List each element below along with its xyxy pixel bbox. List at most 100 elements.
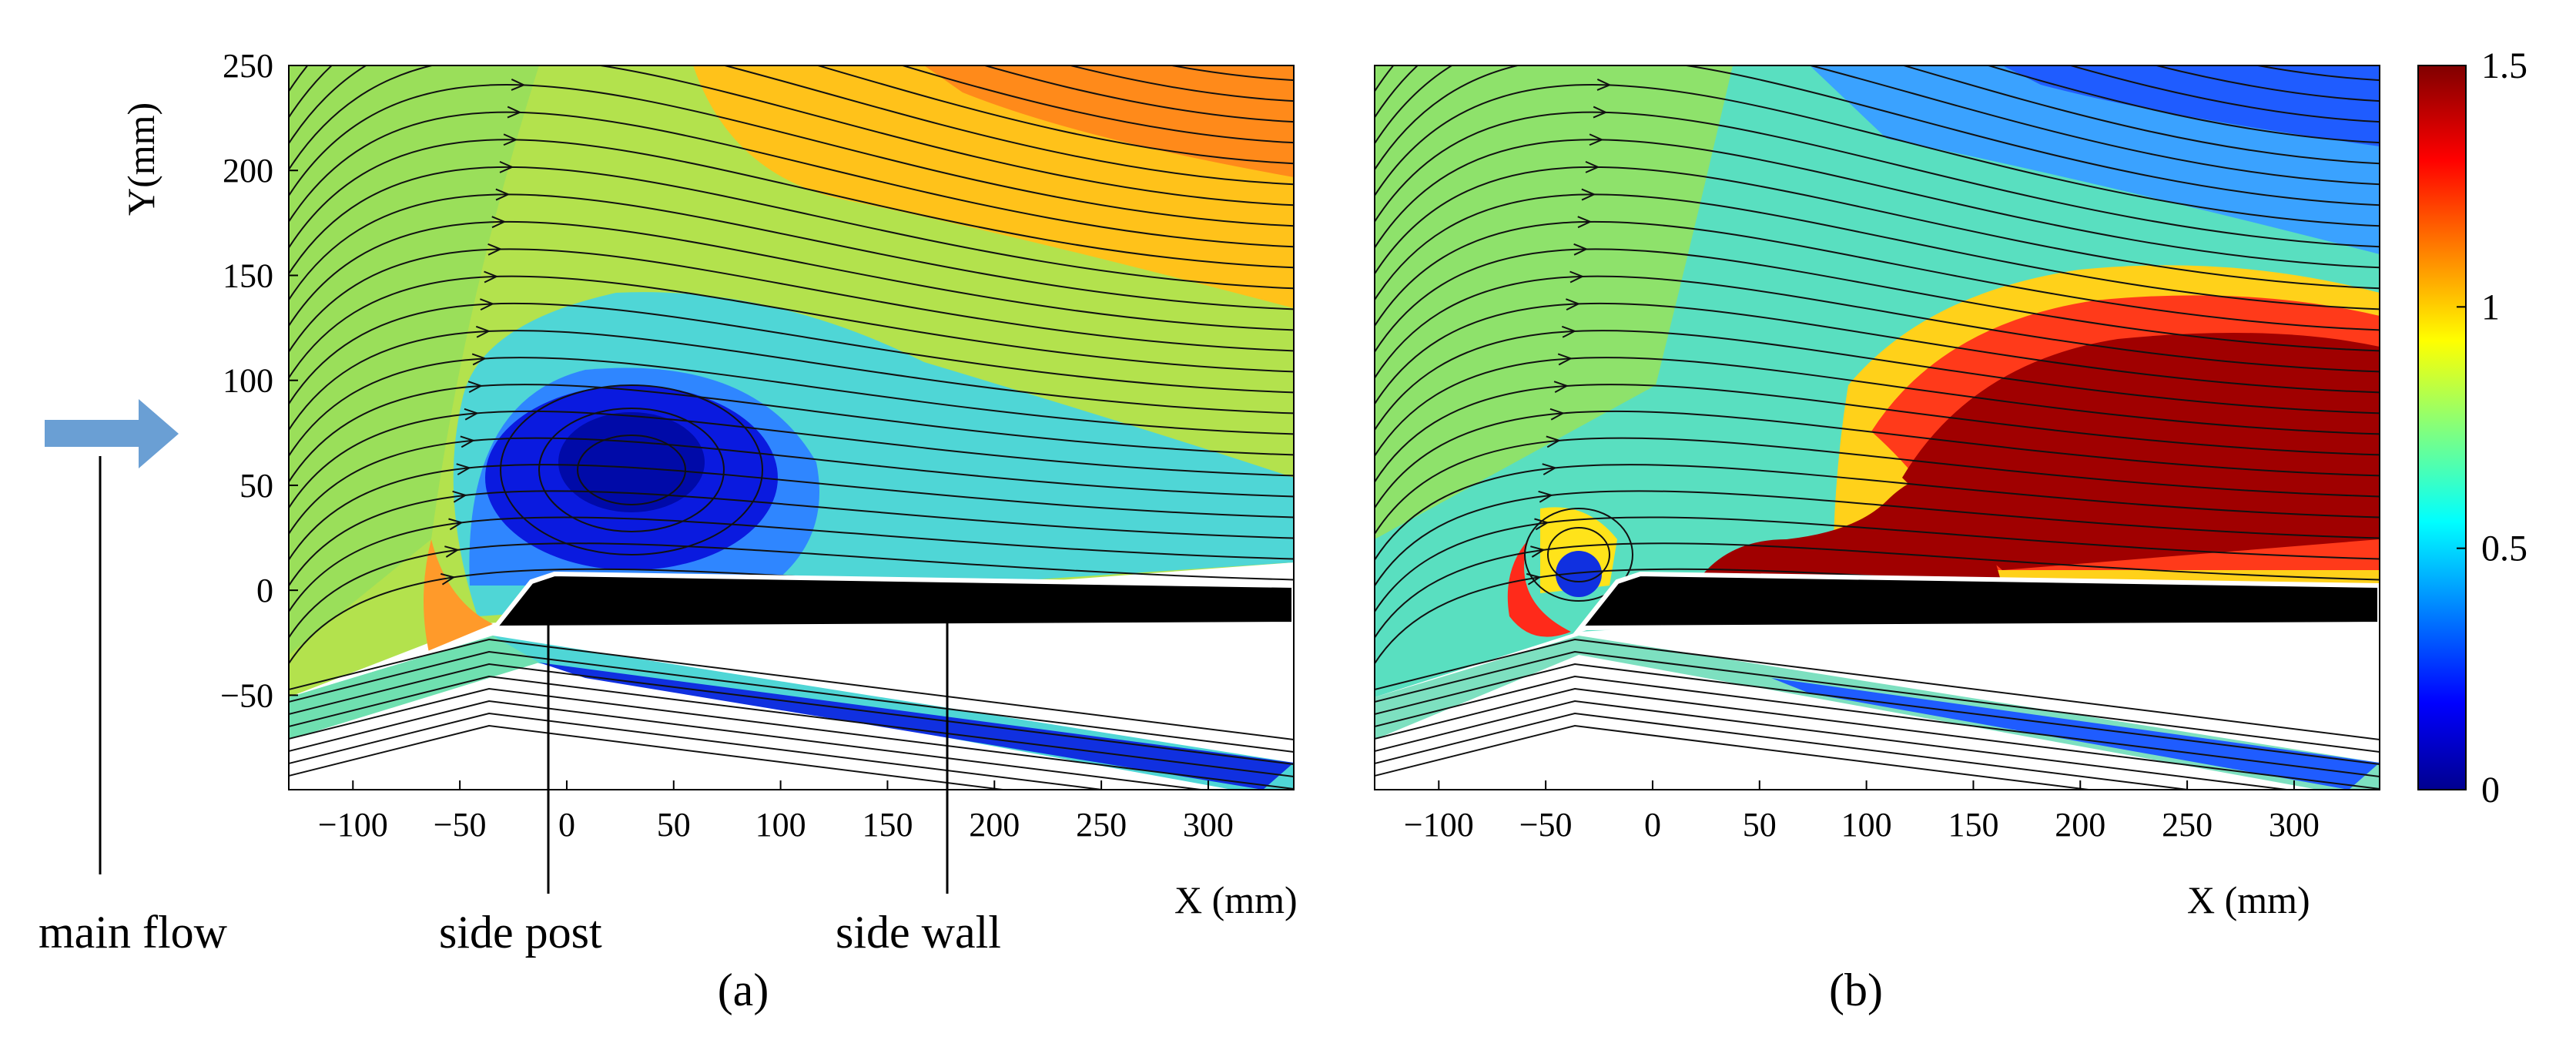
streamline-arrow-icon xyxy=(491,216,507,229)
panel-a-streamlines xyxy=(289,0,1294,790)
main-flow-annotation: main flow xyxy=(39,399,228,958)
streamline xyxy=(1375,65,2380,144)
streamline-arrow-icon xyxy=(456,463,471,475)
streamline-arrow-icon xyxy=(471,353,487,366)
streamline xyxy=(1375,111,2380,248)
streamline-arrow-icon xyxy=(1605,25,1618,36)
y-tick-label: 0 xyxy=(256,572,273,609)
streamline xyxy=(289,712,1108,790)
streamline-arrow-icon xyxy=(495,188,511,201)
streamline xyxy=(1375,516,2380,613)
x-tick-label: −50 xyxy=(1519,806,1573,844)
streamline xyxy=(1375,275,2380,380)
streamline-arrow-icon xyxy=(499,160,514,173)
panel-a: −100 −50 0 50 100 150 200 250 300 −50 0 50 100 150 20… xyxy=(119,0,1298,1015)
streamline-arrow-icon xyxy=(1549,408,1565,421)
streamline-arrow-icon xyxy=(1538,490,1553,503)
vortex-streamline xyxy=(500,384,763,555)
y-tick-label: −50 xyxy=(220,676,273,714)
streamline-arrow-icon xyxy=(487,243,503,256)
streamline-arrow-icon xyxy=(523,0,536,8)
streamline xyxy=(289,650,1294,753)
streamline xyxy=(289,410,1294,510)
panel-a-label: (a) xyxy=(718,965,769,1015)
panel-b-field xyxy=(1375,0,2380,790)
streamline xyxy=(1375,675,2380,777)
streamline xyxy=(1375,464,2380,562)
main-flow-arrow-icon xyxy=(45,399,179,468)
streamline xyxy=(1375,490,2380,588)
streamline xyxy=(289,65,1294,165)
panel-b-frame xyxy=(1374,65,2380,790)
streamline xyxy=(1375,437,2380,535)
streamline xyxy=(289,302,1294,406)
streamline-arrow-icon xyxy=(1596,79,1612,91)
streamline-arrow-icon xyxy=(460,435,475,448)
streamline-arrow-icon xyxy=(1601,52,1613,62)
streamline xyxy=(289,330,1294,432)
streamline xyxy=(1375,357,2380,458)
streamline xyxy=(289,490,1294,588)
streamline xyxy=(289,139,1294,269)
streamline-arrow-icon xyxy=(464,408,479,421)
streamline-arrow-icon xyxy=(511,79,526,91)
x-tick-label: −100 xyxy=(1404,806,1474,844)
colorbar-tick-label: 0 xyxy=(2481,770,2500,810)
colorbar-tick-label: 1 xyxy=(2481,287,2500,327)
vortex-streamline xyxy=(577,435,686,505)
streamline xyxy=(1375,663,2380,765)
streamline xyxy=(289,84,1294,227)
streamline xyxy=(289,220,1294,331)
streamline xyxy=(289,638,1294,740)
streamline-arrow-icon xyxy=(1609,0,1622,8)
streamline-arrow-icon xyxy=(1566,298,1581,311)
streamline xyxy=(289,384,1294,484)
streamline xyxy=(289,724,1010,790)
streamline-arrow-icon xyxy=(1557,353,1573,366)
x-tick-label: 0 xyxy=(558,806,575,844)
x-tick-label: 50 xyxy=(1743,806,1777,844)
colorbar-ticks: 0 0.5 1 1.5 xyxy=(2457,45,2527,810)
streamline xyxy=(289,65,1294,144)
streamline xyxy=(1375,302,2380,406)
streamline xyxy=(289,675,1294,777)
streamline xyxy=(289,193,1294,310)
panel-b-label: (b) xyxy=(1829,965,1883,1015)
streamline xyxy=(1375,410,2380,510)
streamline xyxy=(289,357,1294,458)
streamline xyxy=(1375,65,2380,165)
panel-b-xlabel: X (mm) xyxy=(2187,878,2310,921)
x-tick-label: 250 xyxy=(1076,806,1127,844)
x-tick-label: 200 xyxy=(969,806,1020,844)
streamline-arrow-icon xyxy=(503,133,518,146)
streamline xyxy=(1375,193,2380,310)
streamline xyxy=(2153,65,2380,102)
streamline-arrow-icon xyxy=(484,270,499,284)
panel-a-field xyxy=(289,0,1294,790)
panel-a-y-ticks: −50 0 50 100 150 200 250 xyxy=(220,47,298,714)
streamline xyxy=(1375,220,2380,331)
panel-b-x-ticks: −100 −50 0 50 100 150 200 250 300 xyxy=(1404,780,2320,844)
streamline-arrow-icon xyxy=(1553,381,1569,393)
streamline-arrow-icon xyxy=(1577,216,1593,229)
streamline xyxy=(289,111,1294,248)
x-tick-label: 150 xyxy=(862,806,913,844)
streamline-arrow-icon xyxy=(448,518,464,531)
x-tick-label: 0 xyxy=(1644,806,1661,844)
streamline xyxy=(289,166,1294,290)
streamline xyxy=(289,248,1294,354)
main-flow-label: main flow xyxy=(39,907,228,958)
streamline xyxy=(1375,330,2380,432)
streamline-arrow-icon xyxy=(440,572,456,586)
vortex-streamline xyxy=(538,408,725,532)
streamline-arrow-icon xyxy=(1593,106,1608,119)
streamline-arrow-icon xyxy=(1569,270,1585,284)
x-tick-label: 300 xyxy=(2269,806,2320,844)
streamline xyxy=(289,687,1294,790)
streamline xyxy=(1375,248,2380,354)
streamline-arrow-icon xyxy=(1530,545,1546,558)
panel-b: −100 −50 0 50 100 150 200 250 300 X (mm) (b) xyxy=(1374,0,2380,1015)
streamline-arrow-icon xyxy=(480,298,495,311)
streamline xyxy=(1067,65,1294,102)
